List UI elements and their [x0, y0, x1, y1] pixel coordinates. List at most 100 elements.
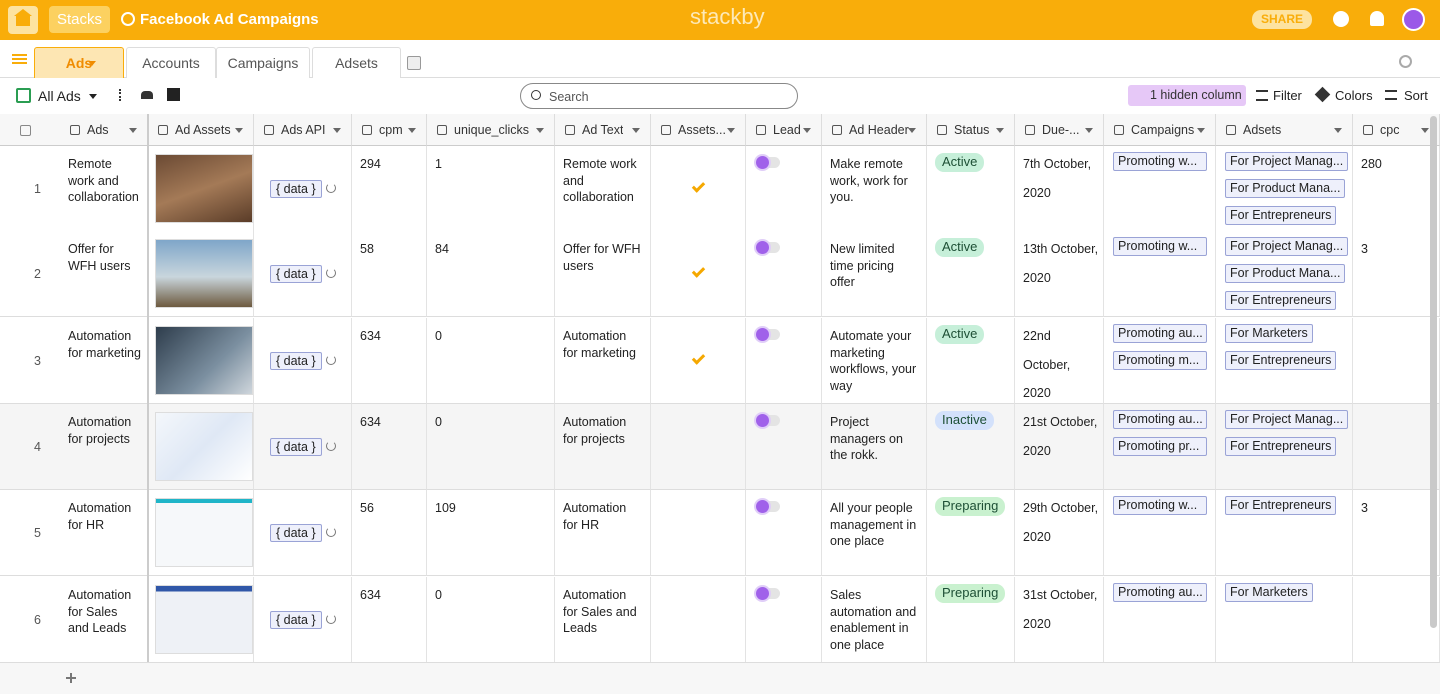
status-pill[interactable]: Active [935, 238, 985, 257]
cell[interactable] [746, 490, 822, 576]
column-menu-caret[interactable] [632, 128, 640, 133]
cell[interactable]: 7th October, 2020 [1015, 146, 1104, 232]
cell[interactable] [651, 318, 746, 404]
adset-chip[interactable]: For Entrepreneurs [1225, 496, 1337, 515]
lead-avatar[interactable] [754, 585, 771, 602]
api-data-chip[interactable]: { data } [270, 611, 322, 629]
cell[interactable]: Promoting w... [1104, 231, 1216, 317]
column-menu-caret[interactable] [129, 128, 137, 133]
cell[interactable] [746, 404, 822, 490]
cell[interactable]: Automation for HR [60, 490, 148, 576]
column-header[interactable]: Status [927, 114, 1015, 146]
adset-chip[interactable]: For Project Manag... [1225, 410, 1349, 429]
cell[interactable]: Promoting au... [1104, 577, 1216, 663]
column-header[interactable]: Ads API [254, 114, 352, 146]
column-header[interactable]: Ad Header [822, 114, 927, 146]
cell[interactable]: Sales automation and enablement in one p… [822, 577, 927, 663]
cell[interactable]: 0 [427, 404, 555, 490]
cell[interactable] [148, 146, 254, 232]
refresh-icon[interactable] [326, 268, 336, 278]
cell[interactable]: Active [927, 146, 1015, 232]
campaign-chip[interactable]: Promoting au... [1113, 583, 1207, 602]
cell[interactable] [651, 231, 746, 317]
cell[interactable]: 294 [352, 146, 427, 232]
adset-chip[interactable]: For Project Manag... [1225, 152, 1349, 171]
column-menu-caret[interactable] [1334, 128, 1342, 133]
cell[interactable]: Remote work and collaboration [555, 146, 651, 232]
cell[interactable]: 22nd October, 2020 [1015, 318, 1104, 404]
notifications-icon[interactable] [1370, 11, 1384, 26]
column-menu-caret[interactable] [908, 128, 916, 133]
stack-title[interactable]: Facebook Ad Campaigns [140, 11, 319, 28]
api-data-chip[interactable]: { data } [270, 524, 322, 542]
cell[interactable] [651, 490, 746, 576]
cell[interactable]: Automation for marketing [555, 318, 651, 404]
cell[interactable]: 3 [1353, 231, 1440, 317]
sort-button[interactable]: Sort [1404, 88, 1428, 103]
api-data-chip[interactable]: { data } [270, 180, 322, 198]
cell[interactable]: Preparing [927, 577, 1015, 663]
column-header[interactable]: Assets... [651, 114, 746, 146]
tab[interactable]: Campaigns [216, 47, 310, 78]
cell[interactable] [651, 404, 746, 490]
cell[interactable]: 1 [427, 146, 555, 232]
search-box[interactable]: Search [520, 83, 798, 109]
lead-avatar[interactable] [754, 498, 771, 515]
adset-chip[interactable]: For Product Mana... [1225, 179, 1346, 198]
refresh-icon[interactable] [326, 183, 336, 193]
column-header[interactable]: Adsets [1216, 114, 1353, 146]
column-menu-caret[interactable] [1085, 128, 1093, 133]
cell[interactable] [746, 577, 822, 663]
cell[interactable]: Active [927, 318, 1015, 404]
cell[interactable]: Promoting au... Promoting pr... [1104, 404, 1216, 490]
cell[interactable] [1353, 577, 1440, 663]
cell[interactable]: 29th October, 2020 [1015, 490, 1104, 576]
cell[interactable] [148, 318, 254, 404]
menu-icon[interactable] [12, 54, 27, 64]
column-header[interactable]: cpm [352, 114, 427, 146]
adset-chip[interactable]: For Entrepreneurs [1225, 351, 1337, 370]
cell[interactable] [746, 318, 822, 404]
cell[interactable]: 0 [427, 318, 555, 404]
cell[interactable]: Automation for projects [555, 404, 651, 490]
cell[interactable]: For Project Manag... For Product Mana... F… [1216, 146, 1353, 232]
filter-button[interactable]: Filter [1273, 88, 1302, 103]
adset-chip[interactable]: For Entrepreneurs [1225, 206, 1337, 225]
cell[interactable]: { data } [254, 490, 352, 576]
refresh-icon[interactable] [326, 441, 336, 451]
fullscreen-icon[interactable] [167, 88, 180, 101]
cell[interactable]: Automate your marketing workflows, your … [822, 318, 927, 404]
refresh-icon[interactable] [326, 527, 336, 537]
adset-chip[interactable]: For Marketers [1225, 583, 1313, 602]
column-menu-caret[interactable] [408, 128, 416, 133]
cell[interactable]: { data } [254, 577, 352, 663]
scrollbar[interactable] [1430, 116, 1437, 628]
stacks-button[interactable]: Stacks [49, 6, 111, 33]
column-menu-caret[interactable] [803, 128, 811, 133]
status-pill[interactable]: Inactive [935, 411, 994, 430]
cell[interactable]: Promoting w... [1104, 490, 1216, 576]
cell[interactable]: Automation for Sales and Leads [60, 577, 148, 663]
column-menu-caret[interactable] [727, 128, 735, 133]
cell[interactable]: Offer for WFH users [555, 231, 651, 317]
home-button[interactable] [8, 6, 38, 34]
share-button[interactable]: SHARE [1252, 10, 1312, 29]
cell[interactable]: { data } [254, 231, 352, 317]
campaign-chip[interactable]: Promoting w... [1113, 237, 1207, 256]
column-menu-caret[interactable] [333, 128, 341, 133]
cell[interactable]: 58 [352, 231, 427, 317]
lead-avatar[interactable] [754, 326, 771, 343]
cell[interactable] [746, 231, 822, 317]
cell[interactable]: 634 [352, 577, 427, 663]
tab[interactable]: Ads [34, 47, 124, 78]
cell[interactable] [148, 231, 254, 317]
colors-button[interactable]: Colors [1335, 88, 1373, 103]
view-name[interactable]: All Ads [38, 88, 81, 104]
campaign-chip[interactable]: Promoting au... [1113, 324, 1207, 343]
tab[interactable]: Adsets [312, 47, 401, 78]
api-data-chip[interactable]: { data } [270, 438, 322, 456]
adset-chip[interactable]: For Marketers [1225, 324, 1313, 343]
column-header[interactable]: Ads [60, 114, 148, 146]
status-pill[interactable]: Active [935, 153, 985, 172]
cell[interactable]: 109 [427, 490, 555, 576]
